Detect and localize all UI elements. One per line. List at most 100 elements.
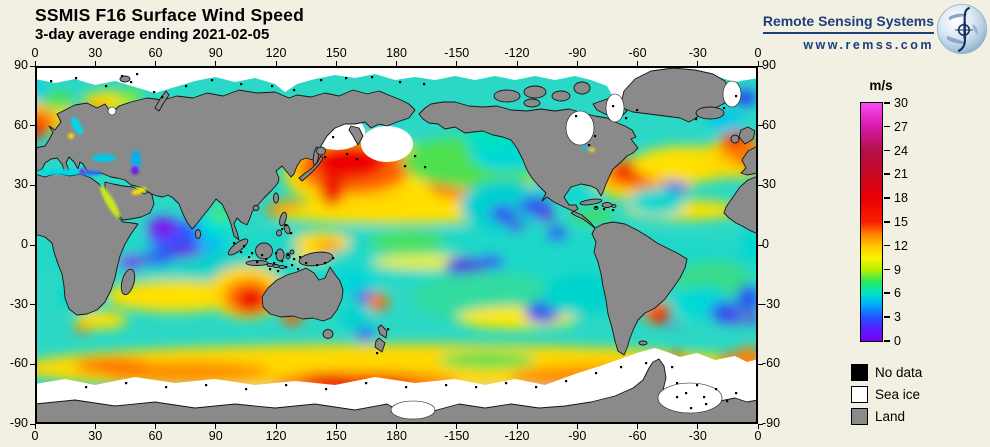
colorbar-tickmark bbox=[884, 268, 890, 271]
inland-seas bbox=[37, 117, 595, 219]
colorbar-tickmark bbox=[884, 244, 890, 247]
lon-tick-label: -150 bbox=[444, 46, 470, 60]
kamchatka bbox=[348, 125, 364, 146]
tickmark bbox=[576, 61, 578, 66]
tickmark bbox=[697, 424, 699, 429]
lon-tick-label: 150 bbox=[325, 429, 347, 443]
lon-tick-label: 0 bbox=[31, 46, 39, 60]
tickmark bbox=[30, 244, 35, 246]
tickmark bbox=[758, 125, 763, 127]
longitude-axis-top: 0 30 60 90 120 150 180 -150 -120 -90 -60 -30 0 bbox=[31, 46, 762, 61]
tickmark bbox=[396, 61, 397, 66]
tickmark bbox=[34, 61, 36, 66]
colorbar-tickmark bbox=[884, 149, 890, 152]
tickmark bbox=[758, 244, 763, 246]
colorbar-tickmark bbox=[884, 102, 890, 104]
colorbar-tick-label: 18 bbox=[894, 191, 908, 206]
tickmark bbox=[94, 424, 96, 429]
tickmark bbox=[30, 184, 35, 186]
legend-item-sea-ice: Sea ice bbox=[851, 383, 922, 405]
lat-tick-label: -60 bbox=[762, 356, 781, 371]
colorbar-tickmark bbox=[884, 340, 890, 342]
madagascar bbox=[120, 268, 136, 296]
lon-tick-label: 30 bbox=[88, 46, 103, 60]
australia bbox=[261, 266, 344, 322]
lat-tick-label: 90 bbox=[762, 58, 776, 72]
lat-tick-label: -30 bbox=[762, 296, 781, 311]
tickmark bbox=[758, 184, 763, 186]
lon-tick-label: 120 bbox=[265, 46, 287, 60]
tickmark bbox=[757, 424, 759, 429]
lon-tick-label: -120 bbox=[504, 429, 530, 443]
legend-swatch bbox=[851, 385, 868, 403]
japan bbox=[298, 155, 324, 182]
lon-tick-label: 90 bbox=[208, 429, 223, 443]
logo-name: Remote Sensing Systems bbox=[762, 13, 934, 34]
tickmark bbox=[758, 65, 763, 67]
tickmark bbox=[94, 61, 96, 66]
tickmark bbox=[576, 424, 578, 429]
tickmark bbox=[758, 423, 763, 425]
lon-tick-label: -30 bbox=[688, 46, 707, 60]
lat-tick-label: 60 bbox=[762, 117, 776, 132]
tickmark bbox=[456, 61, 458, 66]
colorbar-tickmark bbox=[884, 125, 890, 128]
lat-tick-label: 60 bbox=[14, 117, 28, 132]
tickmark bbox=[30, 65, 35, 67]
page-subtitle: 3-day average ending 2021-02-05 bbox=[35, 26, 270, 43]
colorbar-tick-label: 3 bbox=[894, 310, 901, 325]
lon-tick-label: 0 bbox=[754, 429, 762, 443]
lon-tick-label: -60 bbox=[628, 429, 647, 443]
lon-tick-label: 60 bbox=[148, 46, 163, 60]
logo-url[interactable]: www.remss.com bbox=[803, 38, 934, 52]
tickmark bbox=[275, 424, 277, 429]
legend-label: Sea ice bbox=[875, 386, 921, 402]
colorbar-tick-label: 0 bbox=[894, 334, 901, 348]
lon-tick-label: 0 bbox=[31, 429, 39, 443]
legend-item-no-data: No data bbox=[851, 361, 922, 383]
lon-tick-label: 120 bbox=[265, 429, 287, 443]
lon-tick-label: 150 bbox=[325, 46, 347, 60]
colorbar-tick-label: 27 bbox=[894, 119, 908, 134]
lat-tick-label: -30 bbox=[9, 296, 28, 311]
legend-swatch bbox=[851, 407, 868, 425]
remss-logo[interactable]: Remote Sensing Systems www.remss.com bbox=[762, 3, 988, 55]
tickmark bbox=[758, 304, 763, 306]
tickmark bbox=[757, 61, 759, 66]
lon-tick-label: -120 bbox=[504, 46, 530, 60]
lon-tick-label: -90 bbox=[568, 429, 587, 443]
colorbar-tickmark bbox=[884, 221, 890, 223]
colorbar-tickmark bbox=[884, 292, 890, 294]
tickmark bbox=[34, 424, 36, 429]
colorbar-tick-label: 24 bbox=[894, 143, 908, 158]
lat-tick-label: 30 bbox=[762, 177, 776, 192]
latitude-axis-left: 90 60 30 0 -30 -60 -90 bbox=[0, 58, 30, 430]
world-map bbox=[35, 66, 758, 424]
map-legend: No data Sea ice Land bbox=[851, 361, 922, 427]
colorbar-tickmark bbox=[884, 173, 890, 175]
colorbar-tick-label: 30 bbox=[894, 96, 908, 110]
globe-icon bbox=[936, 3, 988, 55]
lon-tick-label: 30 bbox=[88, 429, 103, 443]
iceland bbox=[695, 106, 725, 120]
colorbar-gradient: 30 27 24 21 18 15 12 9 6 3 0 bbox=[860, 96, 908, 348]
lon-tick-label: 0 bbox=[754, 46, 762, 60]
latitude-axis-right: 90 60 30 0 -30 -60 -90 bbox=[762, 58, 792, 430]
lat-tick-label: 0 bbox=[21, 237, 28, 251]
lat-tick-label: 30 bbox=[14, 177, 28, 192]
tickmark bbox=[215, 424, 217, 429]
lat-tick-label: 0 bbox=[762, 237, 769, 251]
colorbar-unit: m/s bbox=[869, 78, 893, 93]
tickmark bbox=[516, 61, 518, 66]
lon-tick-label: 180 bbox=[386, 46, 407, 60]
tickmark bbox=[30, 304, 35, 306]
legend-label: Land bbox=[875, 408, 906, 424]
colorbar-tick-label: 6 bbox=[894, 286, 901, 301]
colorbar-tickmark bbox=[884, 197, 890, 199]
colorbar-tick-label: 15 bbox=[894, 215, 908, 229]
tickmark bbox=[637, 61, 638, 66]
lon-tick-label: -90 bbox=[568, 46, 587, 60]
eurasia bbox=[35, 89, 416, 241]
tickmark bbox=[697, 61, 699, 66]
lat-tick-label: 90 bbox=[14, 58, 28, 72]
